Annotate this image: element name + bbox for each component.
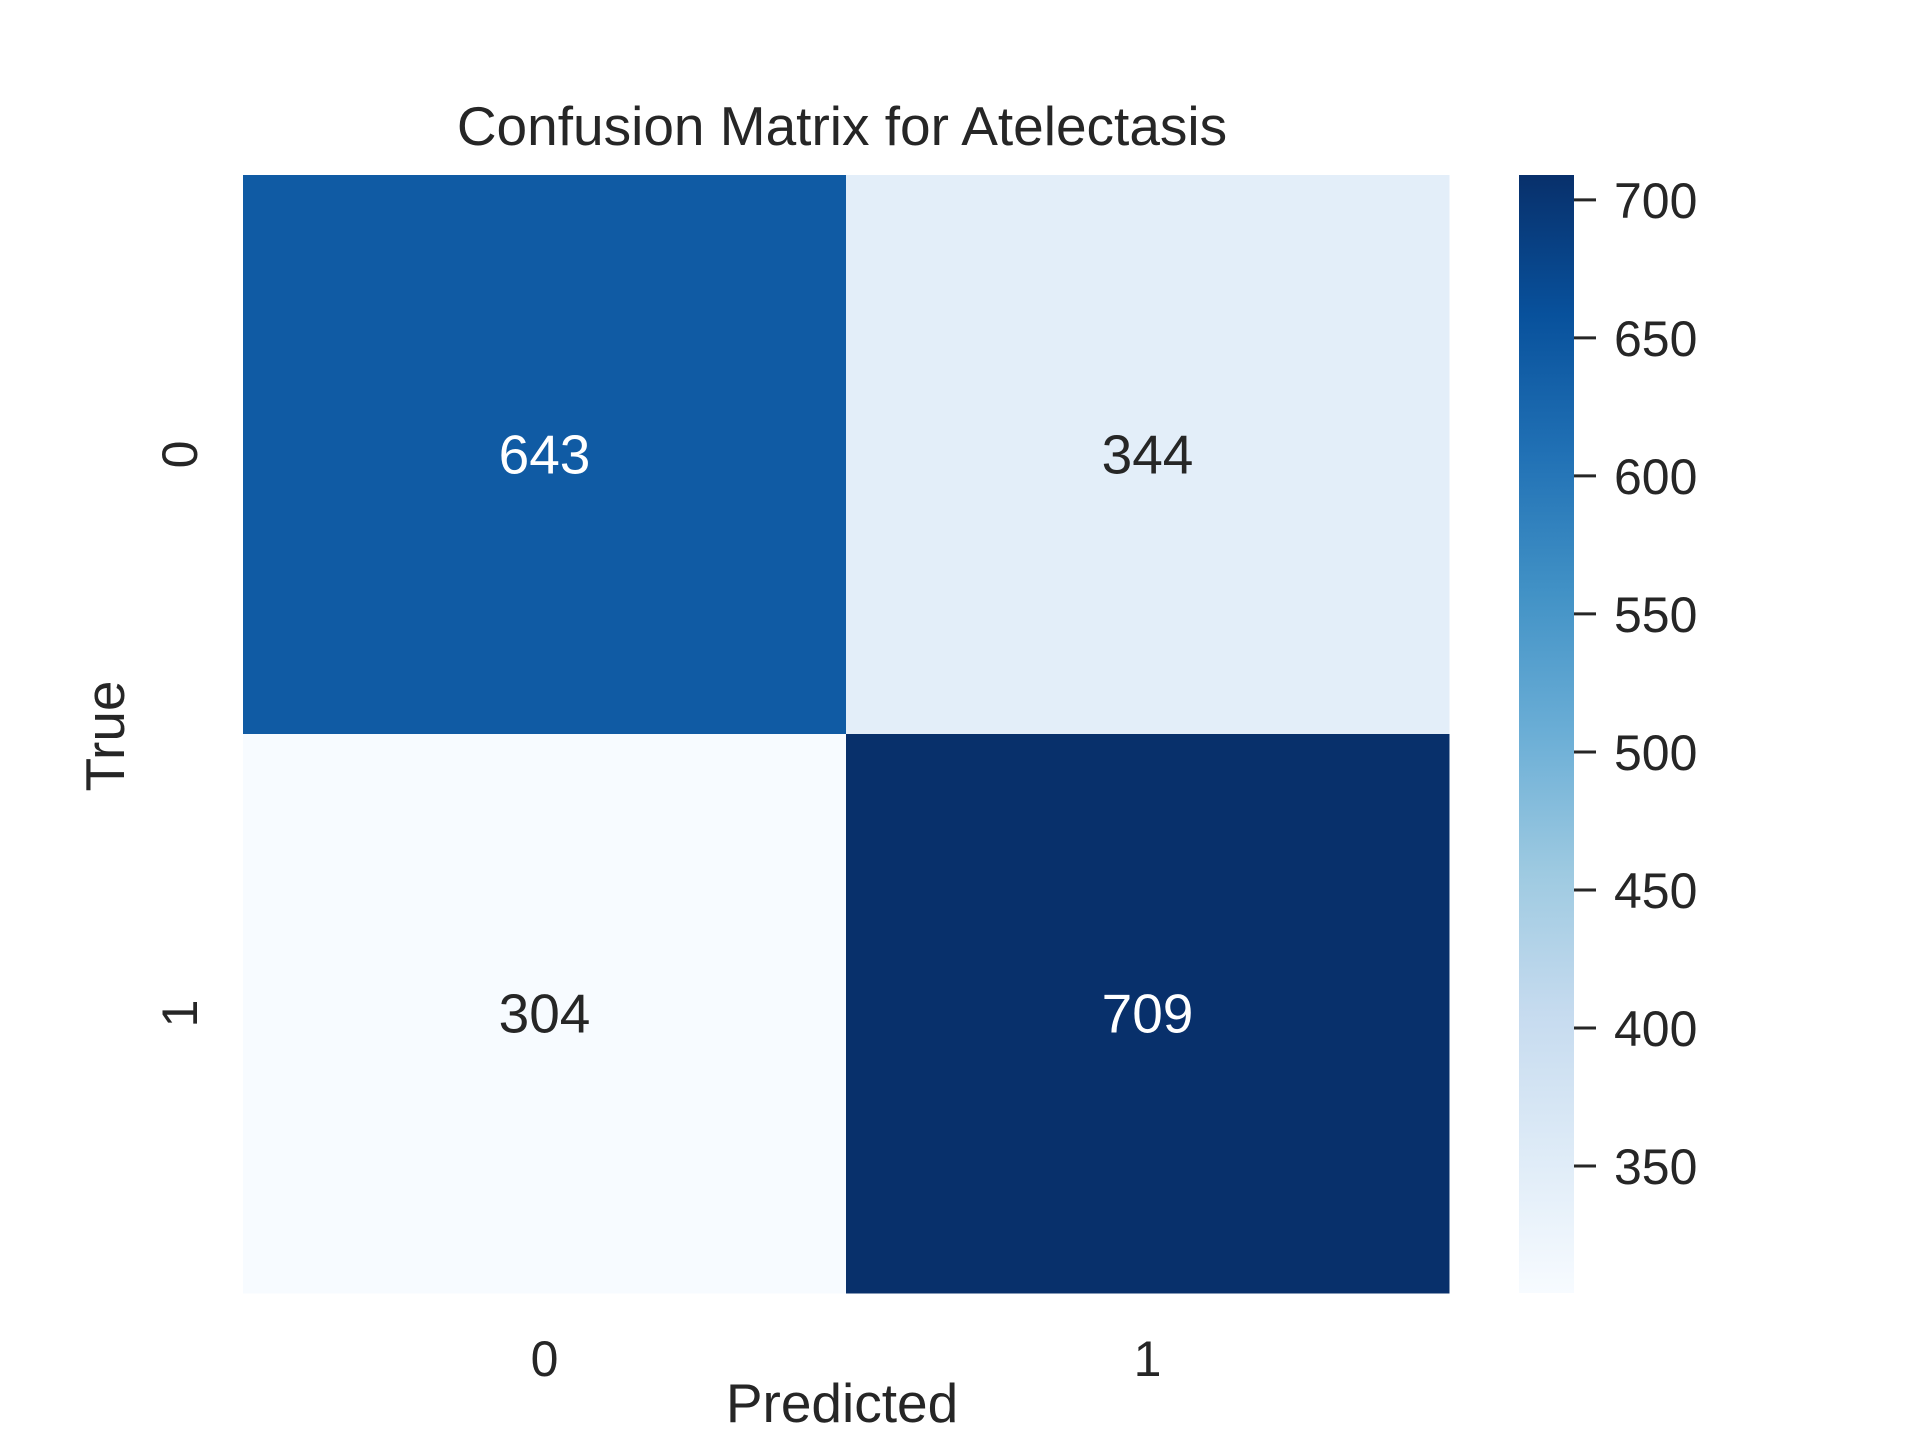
y-axis-label: True (74, 680, 136, 791)
cell-value-label: 344 (1102, 424, 1194, 486)
colorbar-tick-label: 400 (1614, 1001, 1697, 1057)
heatmap-cells (243, 175, 1450, 1294)
y-tick-label: 1 (152, 1000, 208, 1028)
colorbar-tick-label: 550 (1614, 587, 1697, 643)
heatmap-cell (846, 175, 1450, 735)
heatmap-cell-labels: 643 344 304 709 (499, 424, 1194, 1045)
x-tick-label: 0 (531, 1331, 559, 1387)
colorbar (1519, 175, 1574, 1293)
x-tick-label: 1 (1134, 1331, 1162, 1387)
y-tick-label: 0 (152, 441, 208, 469)
colorbar-tick-label: 350 (1614, 1139, 1697, 1195)
colorbar-tick-label: 500 (1614, 725, 1697, 781)
cell-value-label: 304 (499, 983, 591, 1045)
heatmap-cell (243, 734, 847, 1294)
cell-value-label: 643 (499, 424, 591, 486)
heatmap-cell (846, 734, 1450, 1294)
colorbar-tick-label: 450 (1614, 863, 1697, 919)
colorbar-tick-label: 600 (1614, 449, 1697, 505)
colorbar-ticks: 350 400 450 500 550 600 650 700 (1574, 173, 1697, 1195)
x-axis-label: Predicted (726, 1372, 958, 1434)
chart-title: Confusion Matrix for Atelectasis (457, 95, 1227, 157)
y-axis-ticks: 01 (152, 441, 208, 1028)
colorbar-tick-label: 700 (1614, 173, 1697, 229)
colorbar-tick-label: 650 (1614, 311, 1697, 367)
cell-value-label: 709 (1102, 983, 1194, 1045)
heatmap-cell (243, 175, 847, 735)
